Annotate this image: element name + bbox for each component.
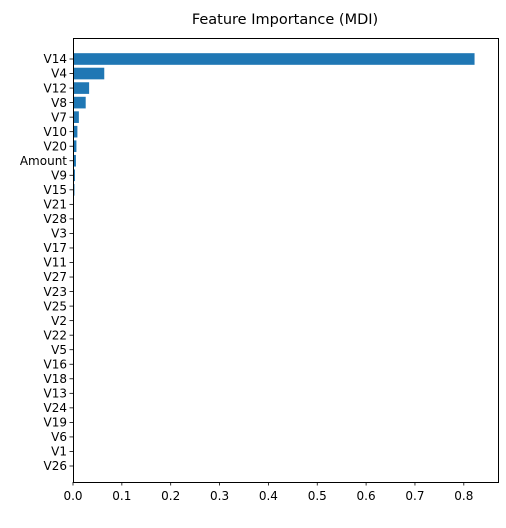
x-tick-label: 0.4 (259, 489, 278, 503)
y-tick-label: V14 (44, 52, 67, 66)
y-tick-label: V16 (44, 357, 67, 371)
x-tick-label: 0.6 (357, 489, 376, 503)
y-tick-label: V5 (51, 343, 67, 357)
y-tick-label: V10 (44, 125, 67, 139)
bar-v7 (73, 111, 79, 123)
y-tick-label: V19 (44, 416, 67, 430)
y-tick-label: V25 (44, 299, 67, 313)
x-tick-label: 0.0 (63, 489, 82, 503)
chart-title: Feature Importance (MDI) (192, 12, 378, 28)
y-tick-label: V2 (51, 314, 67, 328)
y-tick-label: V1 (51, 445, 67, 459)
y-tick-label: V12 (44, 81, 67, 95)
y-tick-label: V8 (51, 96, 67, 110)
bar-v8 (73, 96, 86, 109)
y-tick-label: V11 (44, 256, 67, 270)
y-tick-label: V6 (51, 430, 67, 444)
y-axis: V14V4V12V8V7V10V20AmountV9V15V21V28V3V17… (20, 52, 73, 473)
y-tick-label: V24 (44, 401, 67, 415)
bar-amount (73, 154, 76, 167)
bar-v20 (73, 140, 77, 153)
bar-v12 (73, 82, 90, 94)
y-tick-label: V21 (44, 198, 67, 212)
y-tick-label: V4 (51, 67, 67, 81)
x-tick-label: 0.3 (210, 489, 229, 503)
y-tick-label: V3 (51, 227, 67, 241)
y-tick-label: V18 (44, 372, 67, 386)
x-axis: 0.0 0.1 0.2 0.3 0.4 0.5 0.6 0.7 0.8 (63, 482, 473, 503)
y-tick-label: V26 (44, 459, 67, 473)
y-tick-label: V20 (44, 139, 67, 153)
y-tick-label: V9 (51, 168, 67, 182)
x-tick-label: 0.8 (454, 489, 473, 503)
y-tick-label: V28 (44, 212, 67, 226)
y-tick-label: V22 (44, 328, 67, 342)
y-tick-label: V15 (44, 183, 67, 197)
y-tick-label: V7 (51, 110, 67, 124)
bar-v14 (73, 53, 475, 65)
plot-frame (73, 38, 499, 483)
x-tick-label: 0.2 (161, 489, 180, 503)
y-tick-label: V13 (44, 387, 67, 401)
y-tick-label: V23 (44, 285, 67, 299)
x-tick-label: 0.1 (112, 489, 131, 503)
y-tick-label: V17 (44, 241, 67, 255)
x-tick-label: 0.7 (405, 489, 424, 503)
bars-layer (73, 53, 475, 458)
y-tick-label: Amount (20, 154, 67, 168)
bar-v10 (73, 125, 78, 138)
bar-v4 (73, 67, 105, 80)
y-tick-label: V27 (44, 270, 67, 284)
x-tick-label: 0.5 (308, 489, 327, 503)
